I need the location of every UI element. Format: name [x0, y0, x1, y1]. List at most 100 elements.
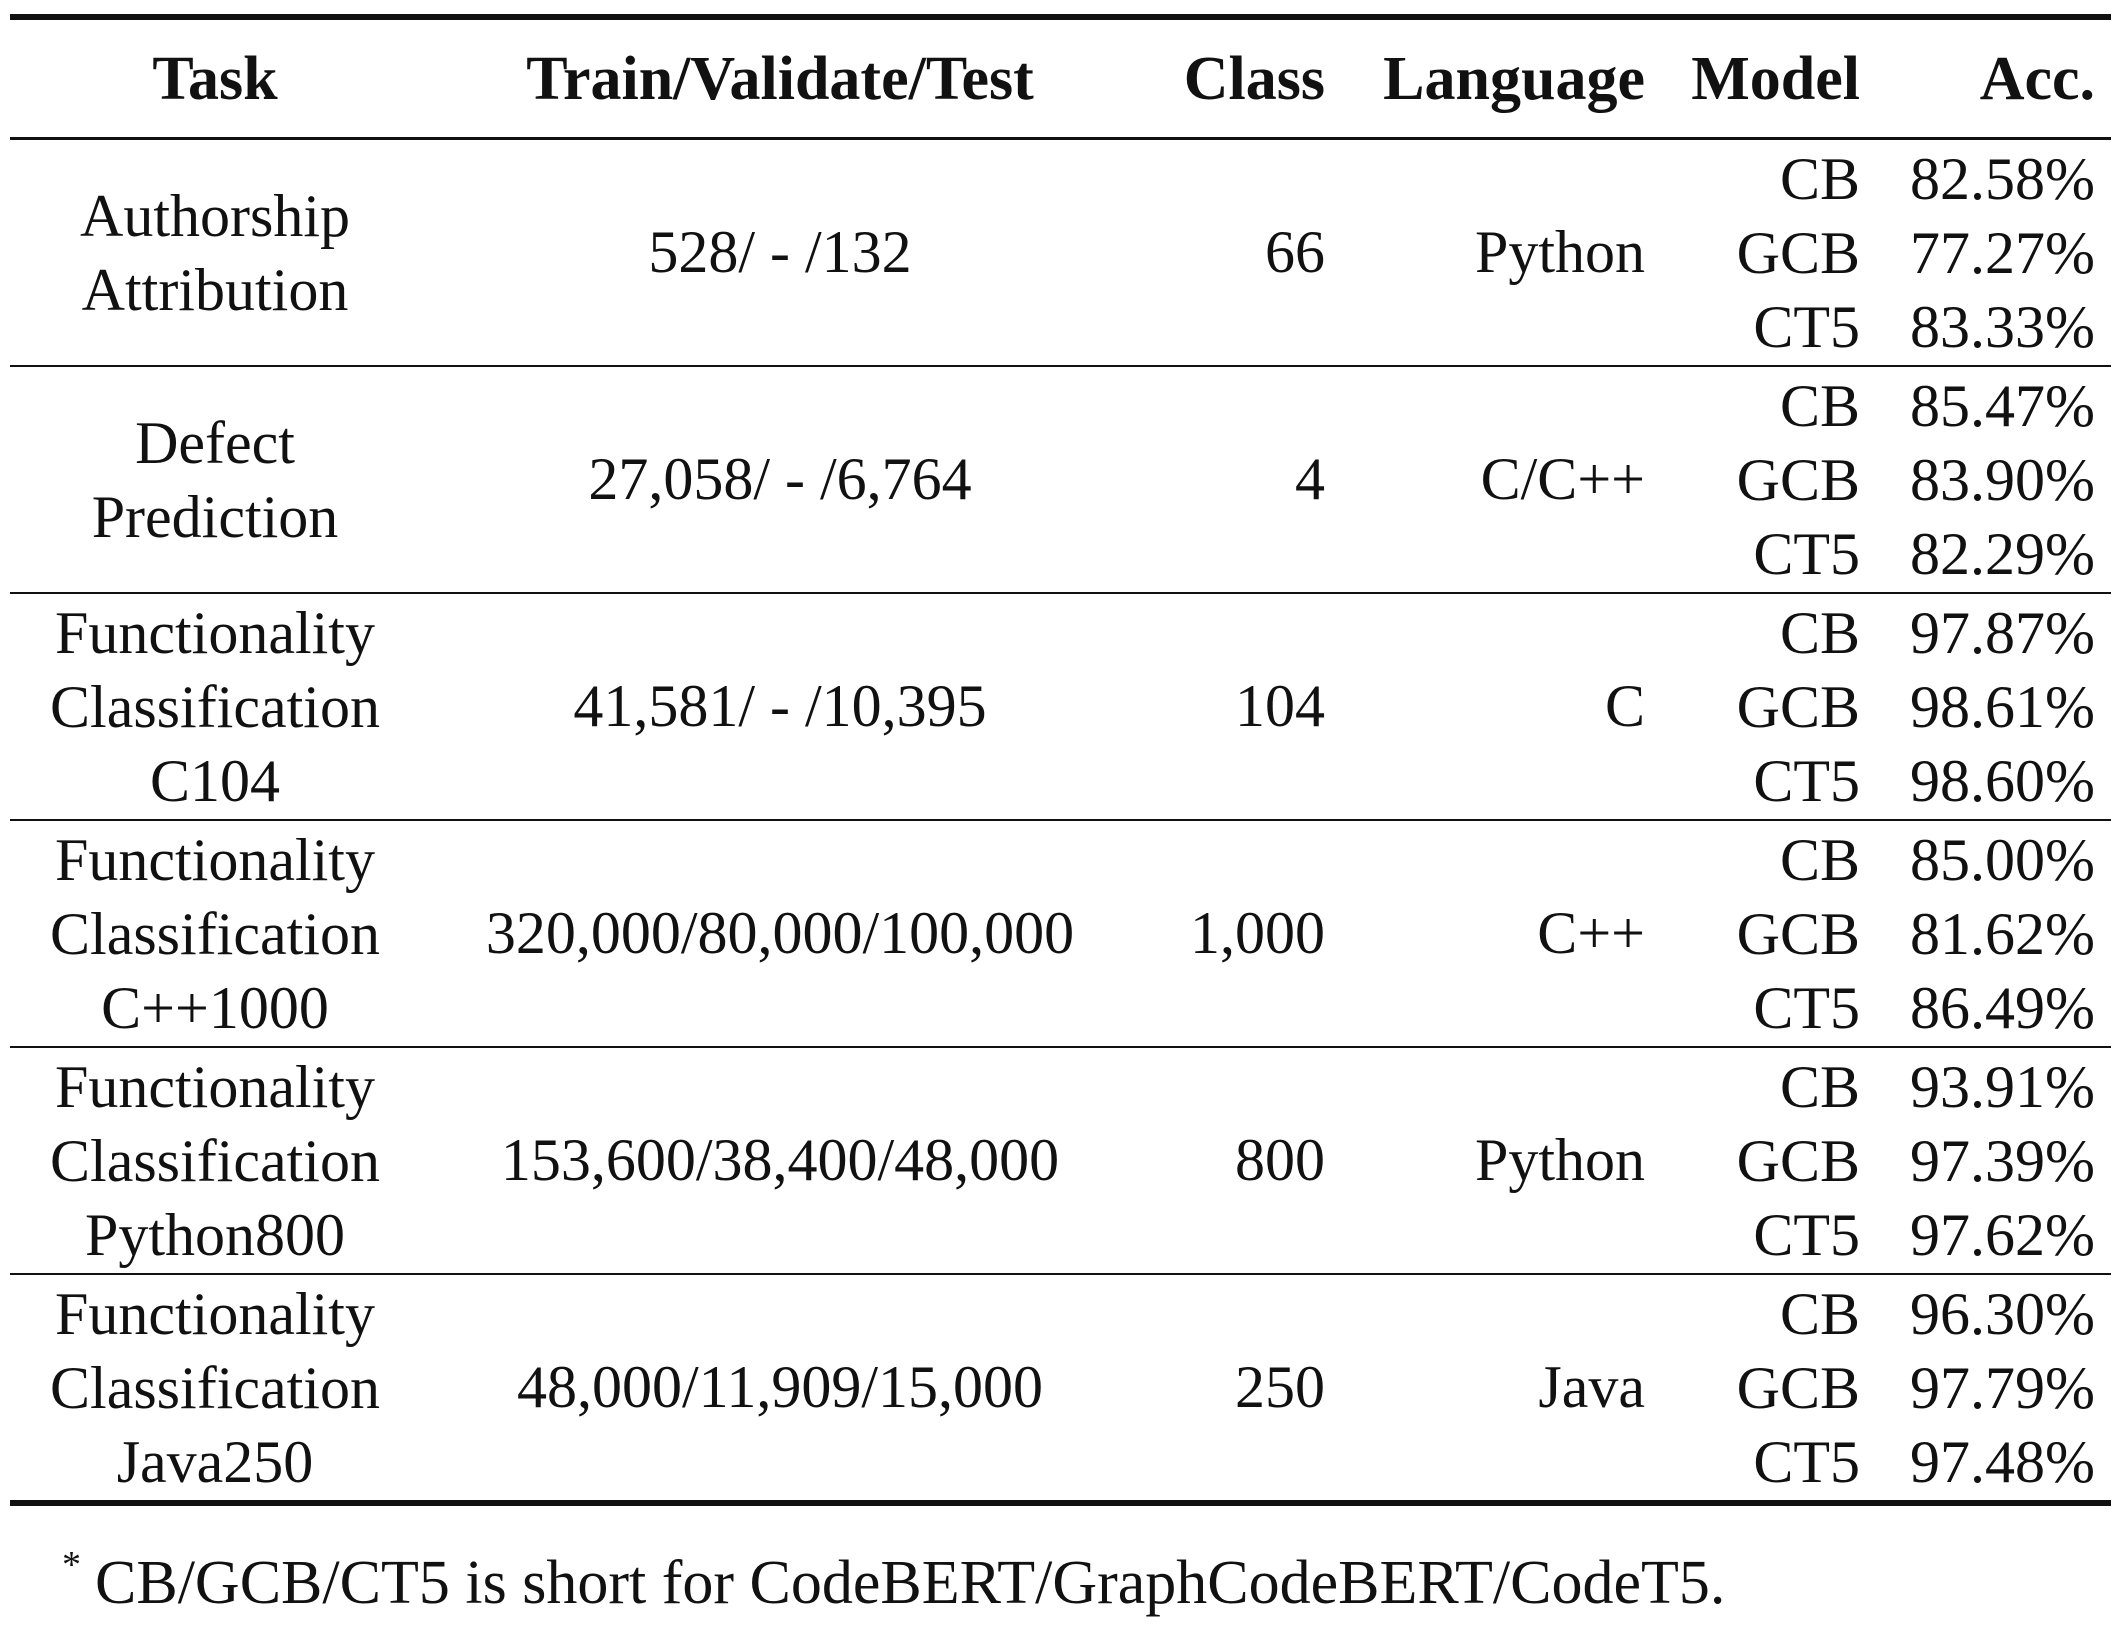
task-line: Functionality [55, 826, 375, 893]
acc-value: 83.33% [1910, 293, 2095, 360]
model-label: CT5 [1753, 747, 1860, 814]
model-label: CT5 [1753, 520, 1860, 587]
split-cell: 320,000/80,000/100,000 [485, 900, 1075, 966]
model-label: GCB [1736, 900, 1860, 967]
acc-cell: 85.47% 83.90% 82.29% [1860, 367, 2111, 592]
acc-value: 97.79% [1910, 1354, 2095, 1421]
top-rule [10, 14, 2111, 20]
model-label: CT5 [1753, 1428, 1860, 1495]
language-cell: C/C++ [1480, 446, 1645, 512]
header-row: Task Train/Validate/Test Class Language … [10, 20, 2111, 137]
split-cell: 41,581/ - /10,395 [573, 673, 987, 739]
task-line: Classification [50, 1127, 380, 1194]
acc-value: 86.49% [1910, 974, 2095, 1041]
header-task: Task [152, 44, 278, 113]
language-cell: C++ [1537, 900, 1645, 966]
task-line: Python800 [84, 1201, 346, 1268]
model-label: GCB [1736, 1354, 1860, 1421]
acc-value: 97.87% [1910, 599, 2095, 666]
model-cell: CB GCB CT5 [1645, 1275, 1860, 1500]
model-cell: CB GCB CT5 [1645, 821, 1860, 1046]
model-label: CB [1779, 599, 1860, 666]
table-row: Defect Prediction 27,058/ - /6,764 4 C/C++ CB… [10, 367, 2111, 592]
acc-cell: 85.00% 81.62% 86.49% [1860, 821, 2111, 1046]
model-label: CT5 [1753, 1201, 1860, 1268]
acc-value: 85.47% [1910, 372, 2095, 439]
table-row: Functionality Classification Python800 153,… [10, 1048, 2111, 1273]
acc-value: 81.62% [1910, 900, 2095, 967]
group-separator [10, 592, 2111, 594]
task-cell: Defect Prediction [10, 367, 420, 592]
table-row: Authorship Attribution 528/ - /132 66 Python… [10, 140, 2111, 365]
split-cell: 528/ - /132 [648, 219, 912, 285]
class-cell: 250 [1235, 1354, 1325, 1420]
split-cell: 153,600/38,400/48,000 [500, 1127, 1060, 1193]
class-cell: 4 [1295, 446, 1325, 512]
acc-cell: 93.91% 97.39% 97.62% [1860, 1048, 2111, 1273]
task-line: Functionality [55, 1053, 375, 1120]
acc-value: 97.62% [1910, 1201, 2095, 1268]
class-cell: 1,000 [1190, 900, 1325, 966]
language-cell: Java [1538, 1354, 1645, 1420]
footnote-text: CB/GCB/CT5 is short for CodeBERT/GraphCo… [95, 1549, 1726, 1617]
table-row: Functionality Classification C++1000 320,00… [10, 821, 2111, 1046]
class-cell: 800 [1235, 1127, 1325, 1193]
task-cell: Functionality Classification C++1000 [10, 821, 420, 1046]
acc-value: 82.58% [1910, 145, 2095, 212]
acc-cell: 82.58% 77.27% 83.33% [1860, 140, 2111, 365]
task-line: Prediction [91, 483, 339, 550]
model-label: GCB [1736, 1127, 1860, 1194]
model-label: CB [1779, 1053, 1860, 1120]
header-acc: Acc. [1979, 44, 2095, 113]
group-separator [10, 1046, 2111, 1048]
group-separator [10, 819, 2111, 821]
acc-value: 93.91% [1910, 1053, 2095, 1120]
acc-cell: 97.87% 98.61% 98.60% [1860, 594, 2111, 819]
task-line: C104 [149, 747, 281, 814]
language-cell: Python [1474, 1127, 1645, 1193]
task-cell: Functionality Classification Python800 [10, 1048, 420, 1273]
class-cell: 66 [1265, 219, 1325, 285]
model-label: CT5 [1753, 974, 1860, 1041]
acc-value: 97.48% [1910, 1428, 2095, 1495]
group-separator [10, 365, 2111, 367]
bottom-rule [10, 1500, 2111, 1506]
model-cell: CB GCB CT5 [1645, 594, 1860, 819]
footnote-marker: * [62, 1544, 81, 1586]
group-separator [10, 1273, 2111, 1275]
model-label: GCB [1736, 446, 1860, 513]
language-cell: Python [1474, 219, 1645, 285]
acc-value: 77.27% [1910, 219, 2095, 286]
task-cell: Functionality Classification C104 [10, 594, 420, 819]
model-label: CB [1779, 826, 1860, 893]
task-line: C++1000 [101, 974, 329, 1041]
model-label: CB [1779, 1280, 1860, 1347]
task-line: Classification [50, 673, 380, 740]
language-cell: C [1604, 673, 1645, 739]
acc-value: 82.29% [1910, 520, 2095, 587]
results-table: Task Train/Validate/Test Class Language … [10, 14, 2111, 1506]
footnote: * CB/GCB/CT5 is short for CodeBERT/GraphC… [62, 1546, 1726, 1617]
acc-value: 83.90% [1910, 446, 2095, 513]
table-row: Functionality Classification C104 41,581/ -… [10, 594, 2111, 819]
table-body: Authorship Attribution 528/ - /132 66 Python… [10, 140, 2111, 1500]
acc-value: 97.39% [1910, 1127, 2095, 1194]
acc-cell: 96.30% 97.79% 97.48% [1860, 1275, 2111, 1500]
header-split: Train/Validate/Test [526, 44, 1034, 113]
model-label: CT5 [1753, 293, 1860, 360]
acc-value: 85.00% [1910, 826, 2095, 893]
model-label: CB [1779, 372, 1860, 439]
class-cell: 104 [1235, 673, 1325, 739]
model-cell: CB GCB CT5 [1645, 1048, 1860, 1273]
task-line: Java250 [116, 1428, 314, 1495]
acc-value: 98.60% [1910, 747, 2095, 814]
task-line: Classification [50, 900, 380, 967]
split-cell: 48,000/11,909/15,000 [516, 1354, 1044, 1420]
task-cell: Authorship Attribution [10, 140, 420, 365]
table-row: Functionality Classification Java250 48,000… [10, 1275, 2111, 1500]
task-line: Defect [135, 409, 295, 476]
model-cell: CB GCB CT5 [1645, 367, 1860, 592]
acc-value: 98.61% [1910, 673, 2095, 740]
model-label: CB [1779, 145, 1860, 212]
task-line: Attribution [81, 256, 349, 323]
